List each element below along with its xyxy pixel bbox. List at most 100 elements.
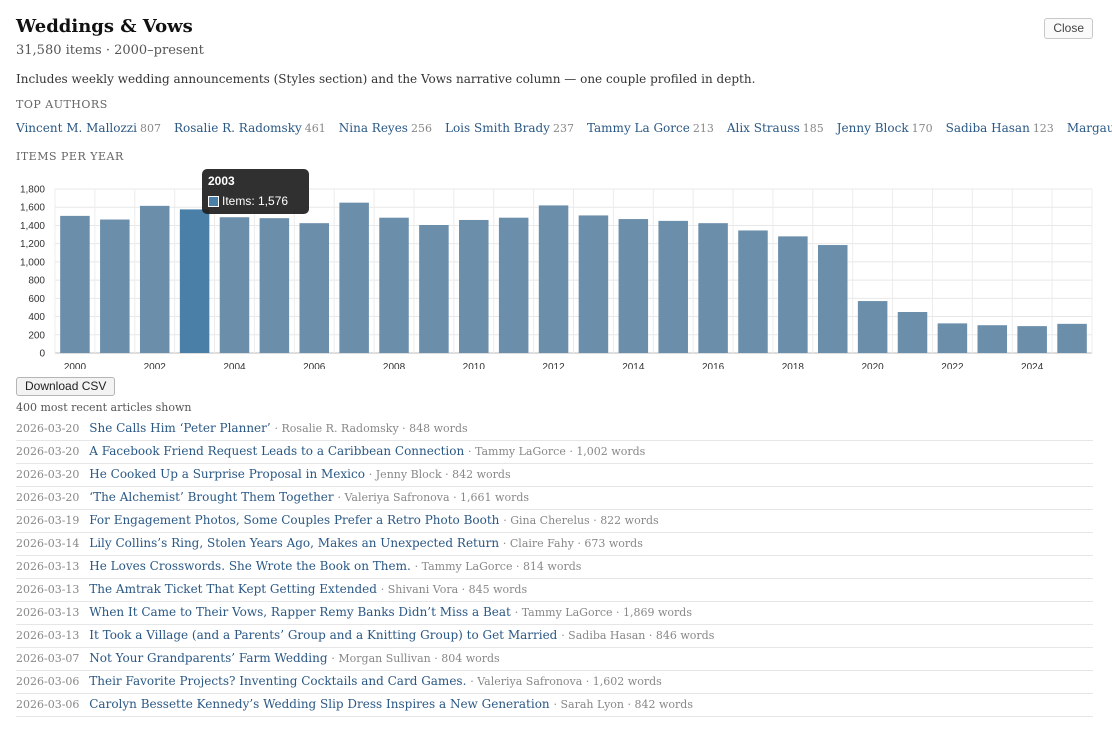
bar [419,224,449,353]
x-tick-label: 2008 [383,362,406,369]
article-title-link[interactable]: He Loves Crosswords. She Wrote the Book … [89,559,411,573]
author-link[interactable]: Jenny Block [836,121,909,135]
bar [1017,326,1047,353]
article-title-link[interactable]: The Amtrak Ticket That Kept Getting Exte… [89,582,377,596]
article-row: 2026-03-20 She Calls Him ‘Peter Planner’… [16,418,1093,441]
x-tick-label: 2006 [303,362,326,369]
article-date: 2026-03-06 [16,675,80,688]
article-meta: · Valeriya Safronova · 1,661 words [337,491,530,504]
chart-tooltip: 2003 Items: 1,576 [202,169,309,214]
article-title-link[interactable]: For Engagement Photos, Some Couples Pref… [89,513,500,527]
author-link[interactable]: Sadiba Hasan [945,121,1030,135]
article-title-link[interactable]: It Took a Village (and a Parents’ Group … [89,628,558,642]
author-link[interactable]: Nina Reyes [338,121,408,135]
author-entry: Lois Smith Brady 237 [445,121,574,135]
x-tick-label: 2022 [941,362,964,369]
article-meta: · Tammy LaGorce · 1,002 words [468,445,646,458]
author-link[interactable]: Vincent M. Mallozzi [16,121,137,135]
x-tick-label: 2000 [64,362,87,369]
article-date: 2026-03-19 [16,514,80,527]
x-tick-label: 2004 [223,362,246,369]
article-date: 2026-03-20 [16,445,80,458]
x-tick-label: 2016 [702,362,725,369]
y-tick-label: 600 [28,294,45,305]
article-meta: · Jenny Block · 842 words [368,468,511,481]
top-authors-heading: TOP AUTHORS [16,98,108,111]
article-row: 2026-03-07 Not Your Grandparents’ Farm W… [16,648,1093,671]
bar [578,215,609,353]
y-tick-label: 1,800 [20,185,45,196]
author-link[interactable]: Lois Smith Brady [444,121,550,135]
bar [100,219,130,353]
x-tick-label: 2002 [144,362,167,369]
article-row: 2026-03-13 The Amtrak Ticket That Kept G… [16,579,1093,602]
author-entry: Sadiba Hasan 123 [946,121,1054,135]
items-per-year-heading: ITEMS PER YEAR [16,150,124,163]
collection-description: Includes weekly wedding announcements (S… [16,72,756,86]
bar [618,219,649,353]
author-link[interactable]: Alix Strauss [726,121,800,135]
article-title-link[interactable]: She Calls Him ‘Peter Planner’ [89,421,271,435]
article-title-link[interactable]: Not Your Grandparents’ Farm Wedding [89,651,328,665]
download-csv-button[interactable]: Download CSV [16,377,116,396]
x-tick-label: 2012 [542,362,565,369]
article-title-link[interactable]: A Facebook Friend Request Leads to a Car… [89,444,465,458]
bar [259,218,290,353]
bar [339,202,369,353]
author-count: 213 [692,122,714,135]
tooltip-row: Items: 1,576 [208,194,303,208]
article-title-link[interactable]: Lily Collins’s Ring, Stolen Years Ago, M… [89,536,500,550]
x-tick-label: 2020 [862,362,885,369]
author-entry: Margaux Laskey112 [1067,121,1112,135]
article-meta: · Rosalie R. Radomsky · 848 words [274,422,468,435]
y-tick-label: 200 [28,330,45,341]
author-entry: Nina Reyes 256 [339,121,432,135]
article-row: 2026-03-20 He Cooked Up a Surprise Propo… [16,464,1093,487]
author-entry: Tammy La Gorce 213 [587,121,714,135]
author-count: 256 [410,122,432,135]
tooltip-title: 2003 [208,174,235,188]
article-date: 2026-03-20 [16,491,80,504]
bar [379,217,409,353]
bar [778,236,808,353]
y-tick-label: 400 [28,312,45,323]
author-entry: Alix Strauss 185 [727,121,824,135]
bar [538,205,569,353]
author-entry: Jenny Block 170 [837,121,933,135]
author-link[interactable]: Tammy La Gorce [586,121,690,135]
x-tick-label: 2018 [782,362,805,369]
bar [1057,323,1087,353]
article-title-link[interactable]: When It Came to Their Vows, Rapper Remy … [89,605,511,619]
article-title-link[interactable]: Their Favorite Projects? Inventing Cockt… [89,674,467,688]
article-date: 2026-03-06 [16,698,80,711]
article-row: 2026-03-14 Lily Collins’s Ring, Stolen Y… [16,533,1093,556]
author-count: 185 [802,122,824,135]
bar [459,219,489,353]
author-link[interactable]: Margaux Laskey [1066,121,1112,135]
author-count: 237 [552,122,574,135]
author-link[interactable]: Rosalie R. Radomsky [173,121,302,135]
article-date: 2026-03-20 [16,422,80,435]
bar [219,217,250,353]
x-tick-label: 2010 [463,362,486,369]
tooltip-value: Items: 1,576 [222,194,289,208]
y-tick-label: 1,000 [20,257,45,268]
article-date: 2026-03-14 [16,537,80,550]
y-tick-label: 1,400 [20,221,45,232]
bar [179,209,210,353]
article-date: 2026-03-13 [16,629,80,642]
author-entry: Rosalie R. Radomsky 461 [174,121,326,135]
article-meta: · Valeriya Safronova · 1,602 words [470,675,662,688]
author-count: 123 [1032,122,1054,135]
article-meta: · Morgan Sullivan · 804 words [331,652,500,665]
article-row: 2026-03-20 A Facebook Friend Request Lea… [16,441,1093,464]
bar [738,230,768,353]
article-title-link[interactable]: Carolyn Bessette Kennedy’s Wedding Slip … [89,697,550,711]
article-title-link[interactable]: He Cooked Up a Surprise Proposal in Mexi… [89,467,365,481]
article-date: 2026-03-20 [16,468,80,481]
article-date: 2026-03-13 [16,583,80,596]
close-button[interactable]: Close [1044,18,1093,39]
bar [937,323,968,353]
article-title-link[interactable]: ‘The Alchemist’ Brought Them Together [89,490,334,504]
